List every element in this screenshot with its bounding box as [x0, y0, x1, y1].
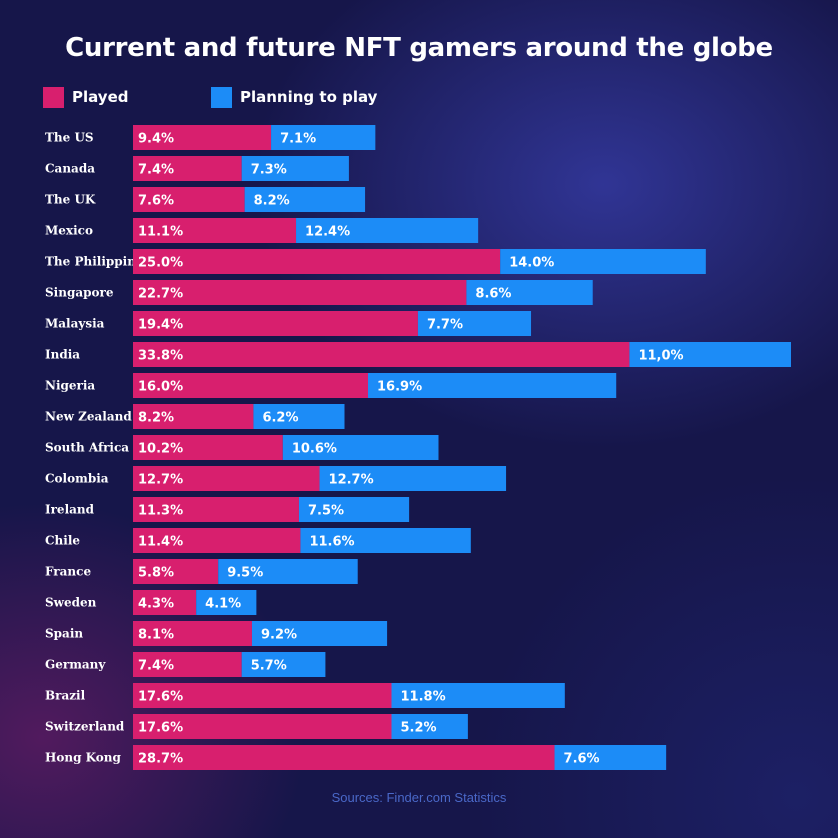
data-label-played-the-philippines: 25.0%: [138, 256, 183, 271]
data-label-planning-india: 11,0%: [638, 349, 683, 364]
data-label-planning-sweden: 4.1%: [205, 597, 241, 612]
data-label-planning-ireland: 7.5%: [308, 504, 344, 519]
data-label-planning-brazil: 11.8%: [401, 690, 446, 705]
category-label-chile: Chile: [45, 534, 80, 548]
category-label-spain: Spain: [45, 627, 83, 641]
data-label-played-malaysia: 19.4%: [138, 318, 183, 333]
bar-played-the-philippines: [133, 249, 500, 274]
category-label-mexico: Mexico: [45, 224, 93, 238]
category-label-colombia: Colombia: [45, 472, 109, 486]
data-label-played-colombia: 12.7%: [138, 473, 183, 488]
data-label-played-singapore: 22.7%: [138, 287, 183, 302]
category-label-brazil: Brazil: [45, 689, 86, 703]
data-label-planning-colombia: 12.7%: [329, 473, 374, 488]
data-label-played-chile: 11.4%: [138, 535, 183, 550]
data-label-played-india: 33.8%: [138, 349, 183, 364]
data-label-planning-south-africa: 10.6%: [292, 442, 337, 457]
category-label-sweden: Sweden: [45, 596, 97, 610]
data-label-played-the-us: 9.4%: [138, 132, 174, 147]
infographic: Current and future NFT gamers around the…: [0, 0, 838, 838]
data-label-played-france: 5.8%: [138, 566, 174, 581]
category-label-switzerland: Switzerland: [45, 720, 125, 734]
bar-played-hong-kong: [133, 745, 555, 770]
data-label-planning-spain: 9.2%: [261, 628, 297, 643]
data-label-planning-hong-kong: 7.6%: [564, 752, 600, 767]
category-label-the-uk: The UK: [45, 193, 96, 207]
category-label-new-zealand: New Zealand: [45, 410, 132, 424]
data-label-played-switzerland: 17.6%: [138, 721, 183, 736]
data-label-played-new-zealand: 8.2%: [138, 411, 174, 426]
category-label-hong-kong: Hong Kong: [45, 751, 122, 765]
category-label-the-us: The US: [45, 131, 94, 145]
category-label-india: India: [45, 348, 80, 362]
data-label-played-ireland: 11.3%: [138, 504, 183, 519]
data-label-planning-france: 9.5%: [227, 566, 263, 581]
data-label-planning-germany: 5.7%: [251, 659, 287, 674]
bar-played-india: [133, 342, 629, 367]
source-note: Sources: Finder.com Statistics: [0, 790, 838, 805]
data-label-played-mexico: 11.1%: [138, 225, 183, 240]
category-label-canada: Canada: [45, 162, 95, 176]
data-label-played-nigeria: 16.0%: [138, 380, 183, 395]
data-label-played-canada: 7.4%: [138, 163, 174, 178]
category-label-singapore: Singapore: [45, 286, 114, 300]
data-label-planning-nigeria: 16.9%: [377, 380, 422, 395]
data-label-planning-singapore: 8.6%: [475, 287, 511, 302]
data-label-played-sweden: 4.3%: [138, 597, 174, 612]
data-label-played-brazil: 17.6%: [138, 690, 183, 705]
category-label-nigeria: Nigeria: [45, 379, 95, 393]
data-label-planning-new-zealand: 6.2%: [262, 411, 298, 426]
bar-chart: The US 9.4% 7.1% Canada 7.4% 7.3% The UK 7.6% 8.…: [0, 0, 838, 838]
data-label-planning-switzerland: 5.2%: [401, 721, 437, 736]
category-label-france: France: [45, 565, 91, 579]
data-label-planning-the-us: 7.1%: [280, 132, 316, 147]
data-label-planning-canada: 7.3%: [251, 163, 287, 178]
category-label-south-africa: South Africa: [45, 441, 129, 455]
data-label-played-south-africa: 10.2%: [138, 442, 183, 457]
data-label-played-the-uk: 7.6%: [138, 194, 174, 209]
data-label-played-spain: 8.1%: [138, 628, 174, 643]
data-label-planning-the-philippines: 14.0%: [509, 256, 554, 271]
data-label-played-germany: 7.4%: [138, 659, 174, 674]
category-label-germany: Germany: [45, 658, 106, 672]
data-label-planning-mexico: 12.4%: [305, 225, 350, 240]
data-label-played-hong-kong: 28.7%: [138, 752, 183, 767]
data-label-planning-the-uk: 8.2%: [254, 194, 290, 209]
data-label-planning-chile: 11.6%: [309, 535, 354, 550]
data-label-planning-malaysia: 7.7%: [427, 318, 463, 333]
category-label-ireland: Ireland: [45, 503, 95, 517]
category-label-malaysia: Malaysia: [45, 317, 105, 331]
